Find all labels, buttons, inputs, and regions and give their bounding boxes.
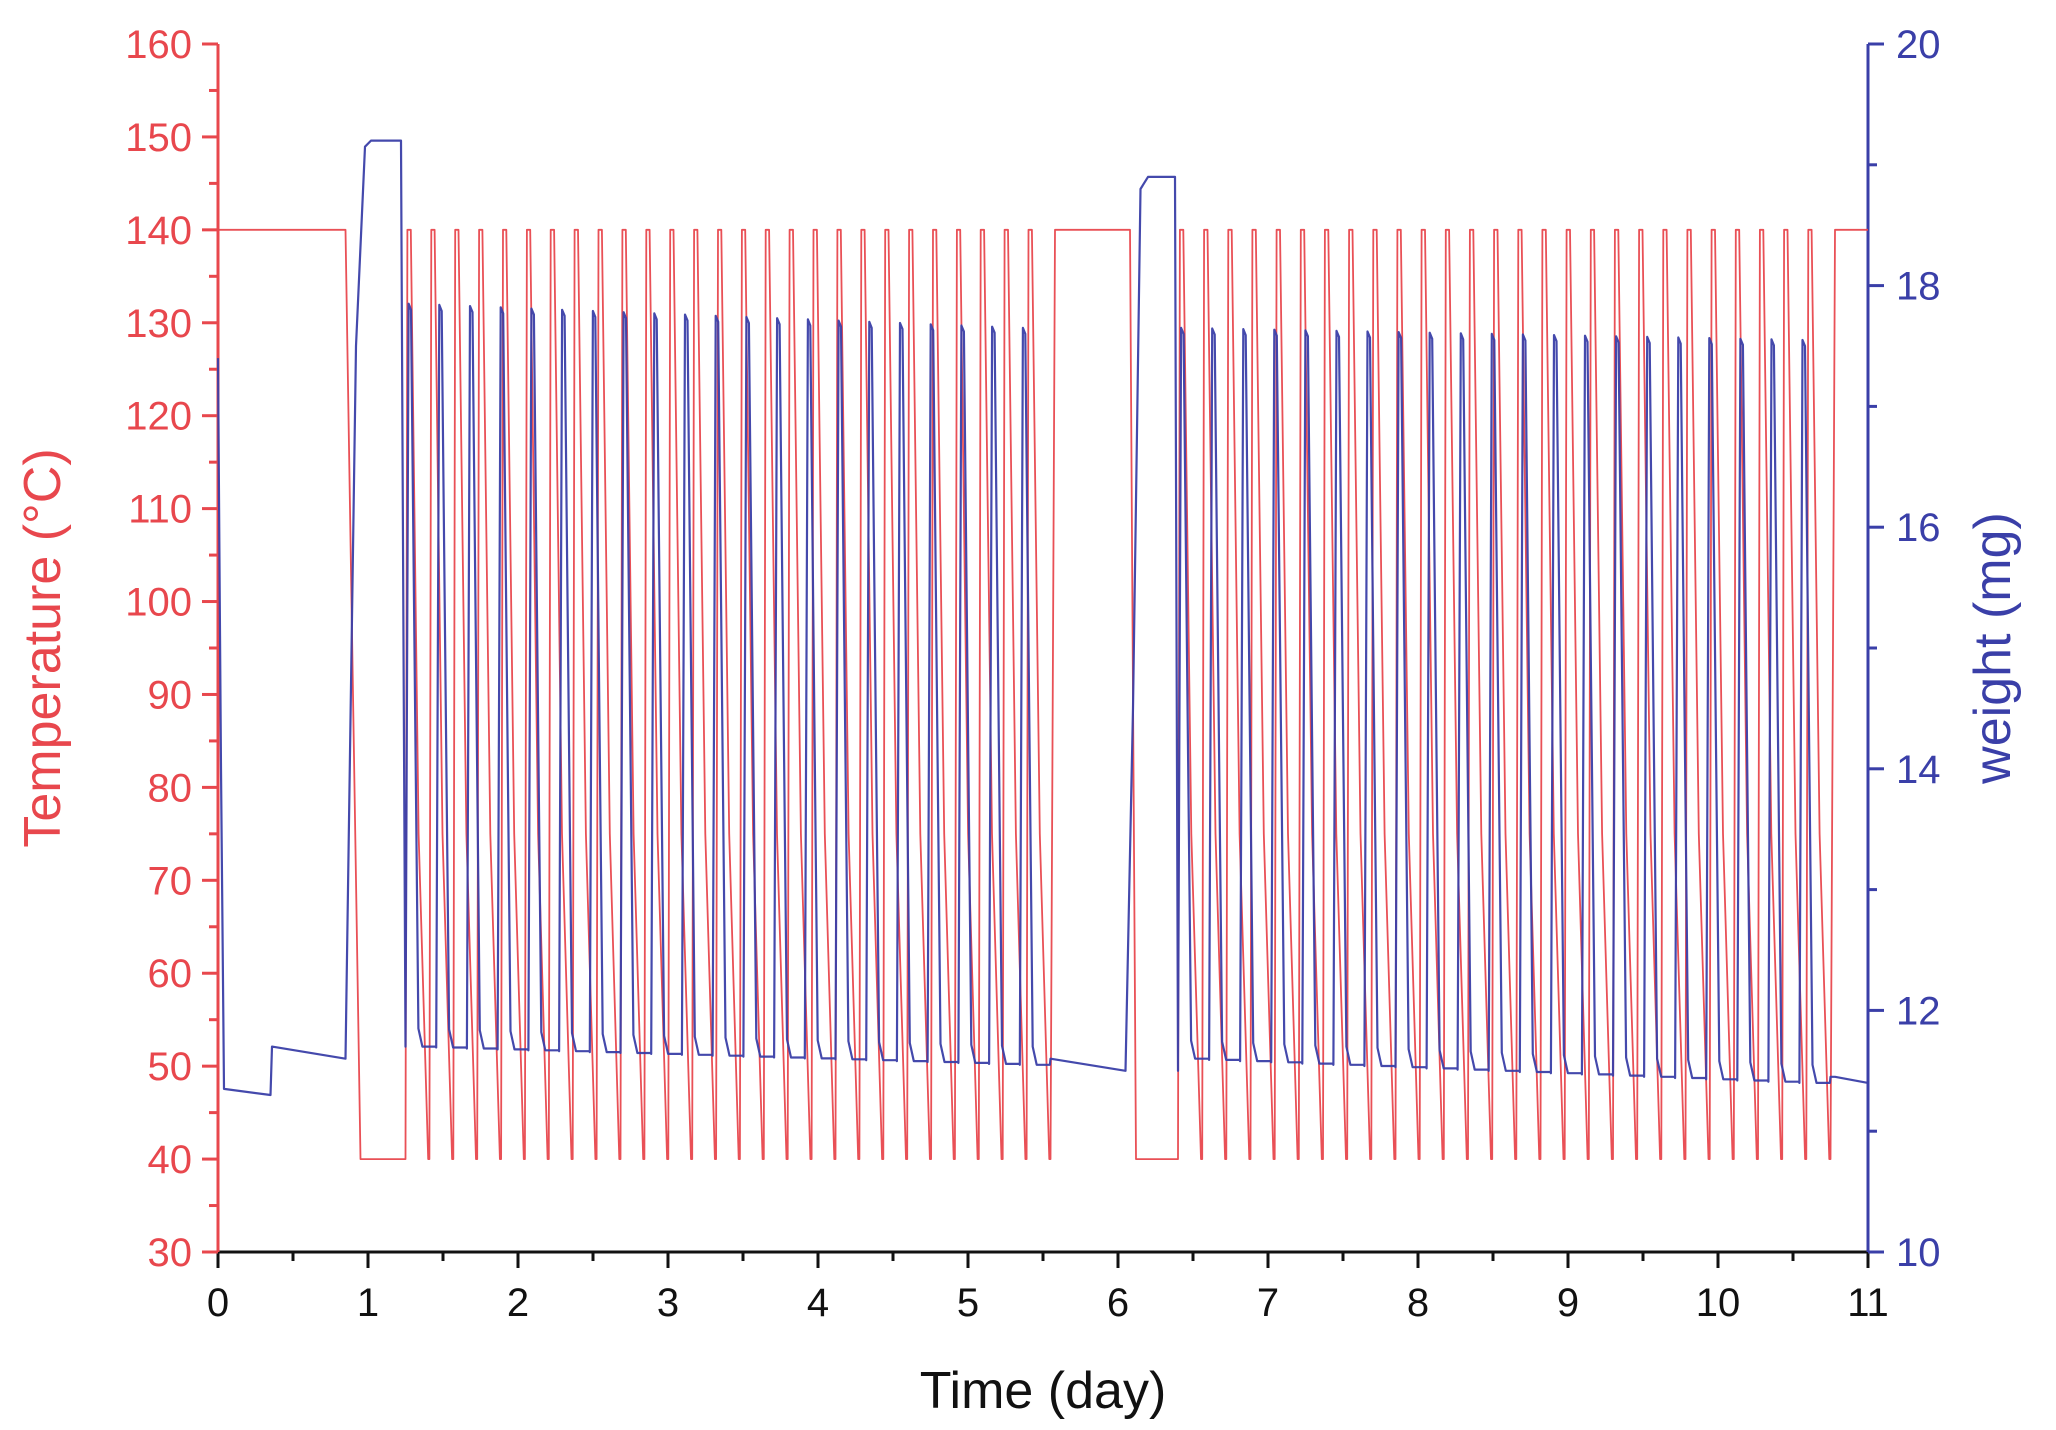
y-left-tick-label: 40 (148, 1138, 193, 1182)
y-left-tick-label: 130 (125, 302, 192, 346)
x-tick-label: 3 (657, 1281, 679, 1325)
y-left-tick-label: 50 (148, 1045, 193, 1089)
y-left-tick-label: 70 (148, 859, 193, 903)
y-right-tick-label: 12 (1896, 989, 1941, 1033)
y-left-tick-label: 60 (148, 952, 193, 996)
temperature-series-line (218, 228, 1868, 1160)
weight-series-line (216, 139, 1869, 1097)
x-tick-label: 9 (1557, 1281, 1579, 1325)
x-tick-label: 1 (357, 1281, 379, 1325)
y-right-tick-label: 10 (1896, 1231, 1941, 1275)
y-left-tick-label: 90 (148, 673, 193, 717)
y-left-tick-label: 150 (125, 116, 192, 160)
x-tick-label: 4 (807, 1281, 829, 1325)
x-tick-label: 11 (1847, 1281, 1889, 1325)
y-right-tick-label: 14 (1896, 748, 1941, 792)
y-left-tick-label: 100 (125, 581, 192, 625)
x-axis-title: Time (day) (920, 1362, 1167, 1420)
y-axis-right-title: weight (mg) (1964, 512, 2022, 785)
y-left-tick-label: 160 (125, 23, 192, 67)
y-left-tick-label: 110 (128, 488, 192, 532)
y-left-tick-label: 30 (148, 1231, 193, 1275)
x-tick-label: 5 (957, 1281, 979, 1325)
x-tick-label: 6 (1107, 1281, 1129, 1325)
x-tick-label: 10 (1696, 1281, 1741, 1325)
x-tick-label: 2 (507, 1281, 529, 1325)
x-tick-label: 8 (1407, 1281, 1429, 1325)
y-right-tick-label: 16 (1896, 506, 1941, 550)
y-left-tick-label: 140 (125, 209, 192, 253)
labels-group: Time (day) Temperature (°C) weight (mg) (14, 448, 2022, 1420)
x-tick-label: 0 (207, 1281, 229, 1325)
y-axis-left-title: Temperature (°C) (14, 448, 72, 847)
x-tick-label: 7 (1257, 1281, 1279, 1325)
y-left-tick-label: 80 (148, 766, 193, 810)
axes-group: 0 1 2 3 4 5 6 7 8 9 10 1130405060708090100110120130… (125, 23, 1940, 1325)
series-group (216, 139, 1869, 1160)
y-right-tick-label: 18 (1896, 265, 1941, 309)
y-right-tick-label: 20 (1896, 23, 1941, 67)
y-left-tick-label: 120 (125, 395, 192, 439)
